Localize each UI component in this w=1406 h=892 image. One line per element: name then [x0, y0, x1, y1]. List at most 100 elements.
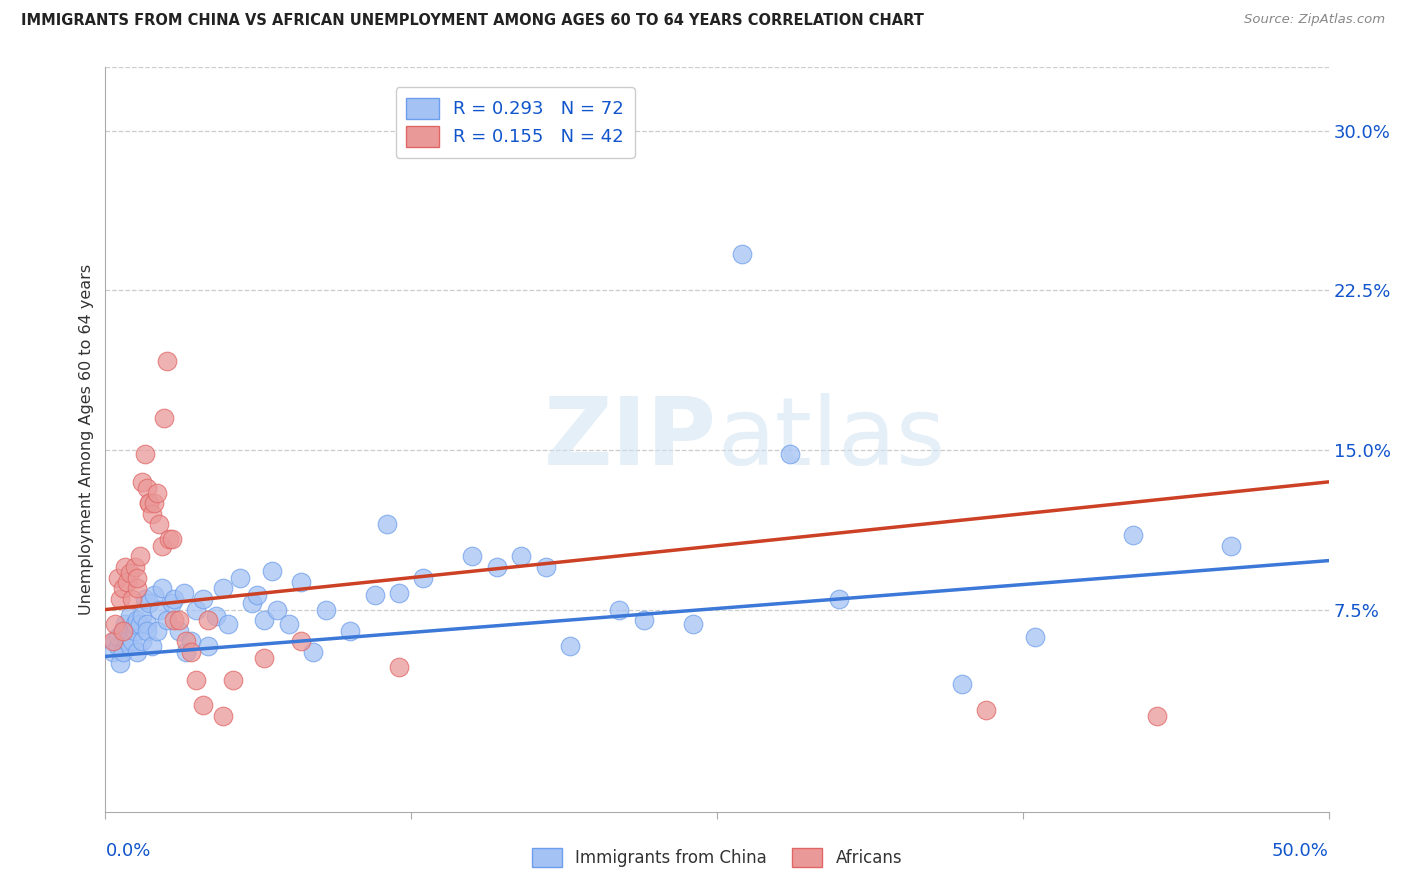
Point [107, 571, 129, 585]
Point [153, 411, 176, 425]
Point [127, 571, 149, 585]
Point [193, 698, 215, 713]
Point [104, 634, 127, 648]
Point [461, 549, 484, 564]
Point [111, 645, 134, 659]
Point [155, 613, 177, 627]
Point [950, 677, 973, 691]
Point [136, 624, 159, 638]
Point [127, 582, 149, 596]
Point [134, 591, 156, 606]
Point [339, 624, 361, 638]
Point [117, 574, 139, 589]
Point [107, 639, 129, 653]
Point [174, 645, 197, 659]
Point [173, 585, 195, 599]
Point [124, 617, 146, 632]
Point [290, 574, 312, 589]
Point [1146, 709, 1168, 723]
Point [131, 634, 153, 648]
Point [730, 247, 752, 261]
Point [108, 591, 131, 606]
Point [127, 613, 149, 627]
Point [682, 617, 704, 632]
Y-axis label: Unemployment Among Ages 60 to 64 years: Unemployment Among Ages 60 to 64 years [79, 264, 94, 615]
Point [779, 447, 801, 461]
Point [197, 613, 219, 627]
Point [302, 645, 325, 659]
Point [828, 591, 851, 606]
Point [212, 709, 235, 723]
Point [146, 624, 169, 638]
Point [148, 517, 170, 532]
Point [534, 560, 557, 574]
Point [150, 539, 173, 553]
Point [118, 566, 141, 581]
Point [118, 609, 141, 624]
Point [212, 582, 235, 596]
Point [174, 634, 197, 648]
Point [246, 588, 269, 602]
Point [111, 582, 134, 596]
Text: 0.0%: 0.0% [105, 842, 150, 860]
Point [160, 533, 183, 547]
Point [146, 485, 169, 500]
Point [184, 602, 207, 616]
Point [184, 673, 207, 687]
Text: ZIP: ZIP [544, 393, 717, 485]
Point [193, 591, 215, 606]
Point [117, 634, 139, 648]
Point [101, 634, 124, 648]
Point [412, 571, 434, 585]
Point [157, 533, 180, 547]
Text: atlas: atlas [717, 393, 945, 485]
Point [136, 617, 159, 632]
Point [485, 560, 508, 574]
Point [155, 353, 177, 368]
Point [111, 624, 134, 638]
Point [197, 639, 219, 653]
Point [148, 602, 170, 616]
Point [315, 602, 337, 616]
Point [974, 702, 997, 716]
Point [143, 496, 166, 510]
Point [253, 651, 276, 665]
Point [1219, 539, 1241, 553]
Point [114, 560, 136, 574]
Point [131, 475, 153, 489]
Point [167, 613, 190, 627]
Point [138, 596, 160, 610]
Point [180, 645, 202, 659]
Point [104, 617, 127, 632]
Point [607, 602, 630, 616]
Point [180, 634, 202, 648]
Point [167, 624, 190, 638]
Point [375, 517, 398, 532]
Point [221, 673, 243, 687]
Point [124, 624, 146, 638]
Point [138, 496, 160, 510]
Point [128, 549, 150, 564]
Point [136, 481, 159, 495]
Point [163, 613, 186, 627]
Point [107, 630, 129, 644]
Point [114, 617, 136, 632]
Point [108, 656, 131, 670]
Point [127, 645, 149, 659]
Point [117, 628, 139, 642]
Point [141, 639, 163, 653]
Point [138, 496, 160, 510]
Point [363, 588, 385, 602]
Point [1024, 630, 1046, 644]
Point [121, 634, 143, 648]
Point [111, 624, 134, 638]
Legend: Immigrants from China, Africans: Immigrants from China, Africans [526, 841, 908, 874]
Point [163, 591, 186, 606]
Point [1122, 528, 1144, 542]
Point [266, 602, 288, 616]
Point [101, 645, 124, 659]
Point [118, 639, 141, 653]
Text: 50.0%: 50.0% [1272, 842, 1329, 860]
Point [143, 588, 166, 602]
Point [388, 660, 411, 674]
